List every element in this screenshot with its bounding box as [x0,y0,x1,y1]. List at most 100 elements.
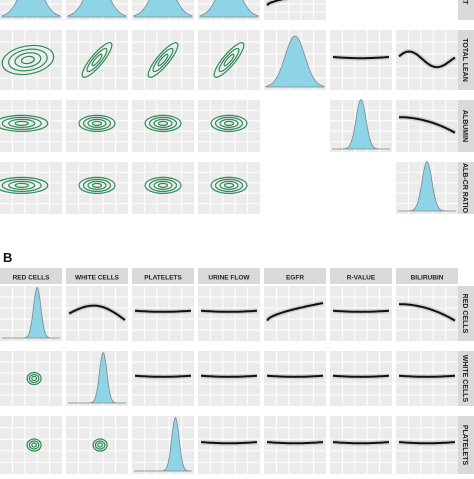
column-strip [66,268,128,284]
panel-b-cell [198,351,260,406]
panel-b-cell [330,351,392,406]
panel-b-cell [264,351,326,406]
trend-line [398,50,456,69]
contour-ring [91,53,103,67]
contour-ring [223,182,235,188]
panel-b-cell [0,351,62,406]
panel-b-cell [396,286,458,341]
panel-a-cell [0,30,62,90]
density-curve [133,0,193,18]
column-strip [0,268,62,284]
panel-background [396,100,458,152]
contour-ring [1,44,55,76]
panel-a-cell [330,30,392,90]
panel-b-cell [330,286,392,341]
trend-line [266,302,324,322]
panel-a-cell [66,0,128,20]
trend-line [398,441,456,445]
contour-ring [148,116,178,131]
panel-background [198,162,260,214]
column-strip-label: URINE FLOW [208,275,250,282]
trend-line [332,441,390,445]
contour-ring [223,120,235,127]
contour-ring [81,42,113,78]
panel-b-cell [132,286,194,341]
column-strip-label: EGFR [286,275,304,282]
density-curve [68,352,126,404]
contour-ring [28,373,40,384]
contour-ring [153,180,173,190]
contour-ring [94,440,106,450]
panel-a-cell [0,100,62,152]
contour-ring [26,371,42,386]
contour-ring [97,442,103,448]
panel-b-cell [66,416,128,474]
density-curve [265,35,325,88]
panel-b-cell [396,416,458,474]
panel-background [132,416,194,474]
panel-background [0,351,62,406]
contour-ring [153,118,173,129]
panel-b-cell [396,351,458,406]
contour-ring [92,438,108,452]
column-strip [198,268,260,284]
trend-line [266,374,324,378]
trend-line [134,309,192,313]
contour-ring [147,42,179,78]
trend-line [68,304,126,321]
contour-ring [31,375,37,382]
contour-ring [14,182,29,188]
contour-ring [26,438,42,452]
trend-line [398,303,456,322]
column-strip [396,268,458,284]
panel-a-cell [66,162,128,214]
density-curve [67,0,127,18]
trend-line [332,309,390,313]
contour-ring [91,120,103,127]
contour-ring [157,120,169,127]
contour-ring [213,42,245,78]
contour-ring [87,118,107,129]
contour-ring [223,53,235,67]
contour-ring [218,47,240,73]
trend-line [332,56,390,60]
panel-b-cell [264,416,326,474]
panel-b-cell [330,416,392,474]
contour-ring [144,114,182,133]
panel-b-cell [132,416,194,474]
contour-ring [86,47,108,73]
density-curve [398,161,456,212]
contour-ring [214,178,244,192]
panel-background [198,30,260,90]
row-strip-label: PLATELETS [461,425,468,466]
contour-ring [8,48,48,72]
row-strip [458,416,474,474]
column-strip-label: BILIRUBIN [411,275,444,282]
panel-a-cell [198,100,260,152]
contour-ring [91,182,103,188]
panel-background [66,30,128,90]
column-strip [264,268,326,284]
panel-b-cell [66,351,128,406]
panel-a-cell [198,0,260,20]
row-strip-label: ALB-CR RATIO [461,163,468,214]
contour-ring [148,178,178,192]
density-curve [1,0,61,18]
panel-background [0,30,62,90]
panel-background [66,416,128,474]
contour-ring [210,114,248,133]
row-strip-label: TOTAL LEAN [461,38,468,82]
panel-a-cell [132,30,194,90]
panel-b-cell [0,286,62,341]
panel-a-cell [0,162,62,214]
panel-a-cell [198,162,260,214]
contour-ring [1,116,42,131]
density-curve [134,416,192,472]
panel-b-label: B [3,250,12,265]
trend-line [134,374,192,378]
panel-a-cell [132,0,194,20]
column-strip [132,268,194,284]
contour-ring [87,180,107,190]
